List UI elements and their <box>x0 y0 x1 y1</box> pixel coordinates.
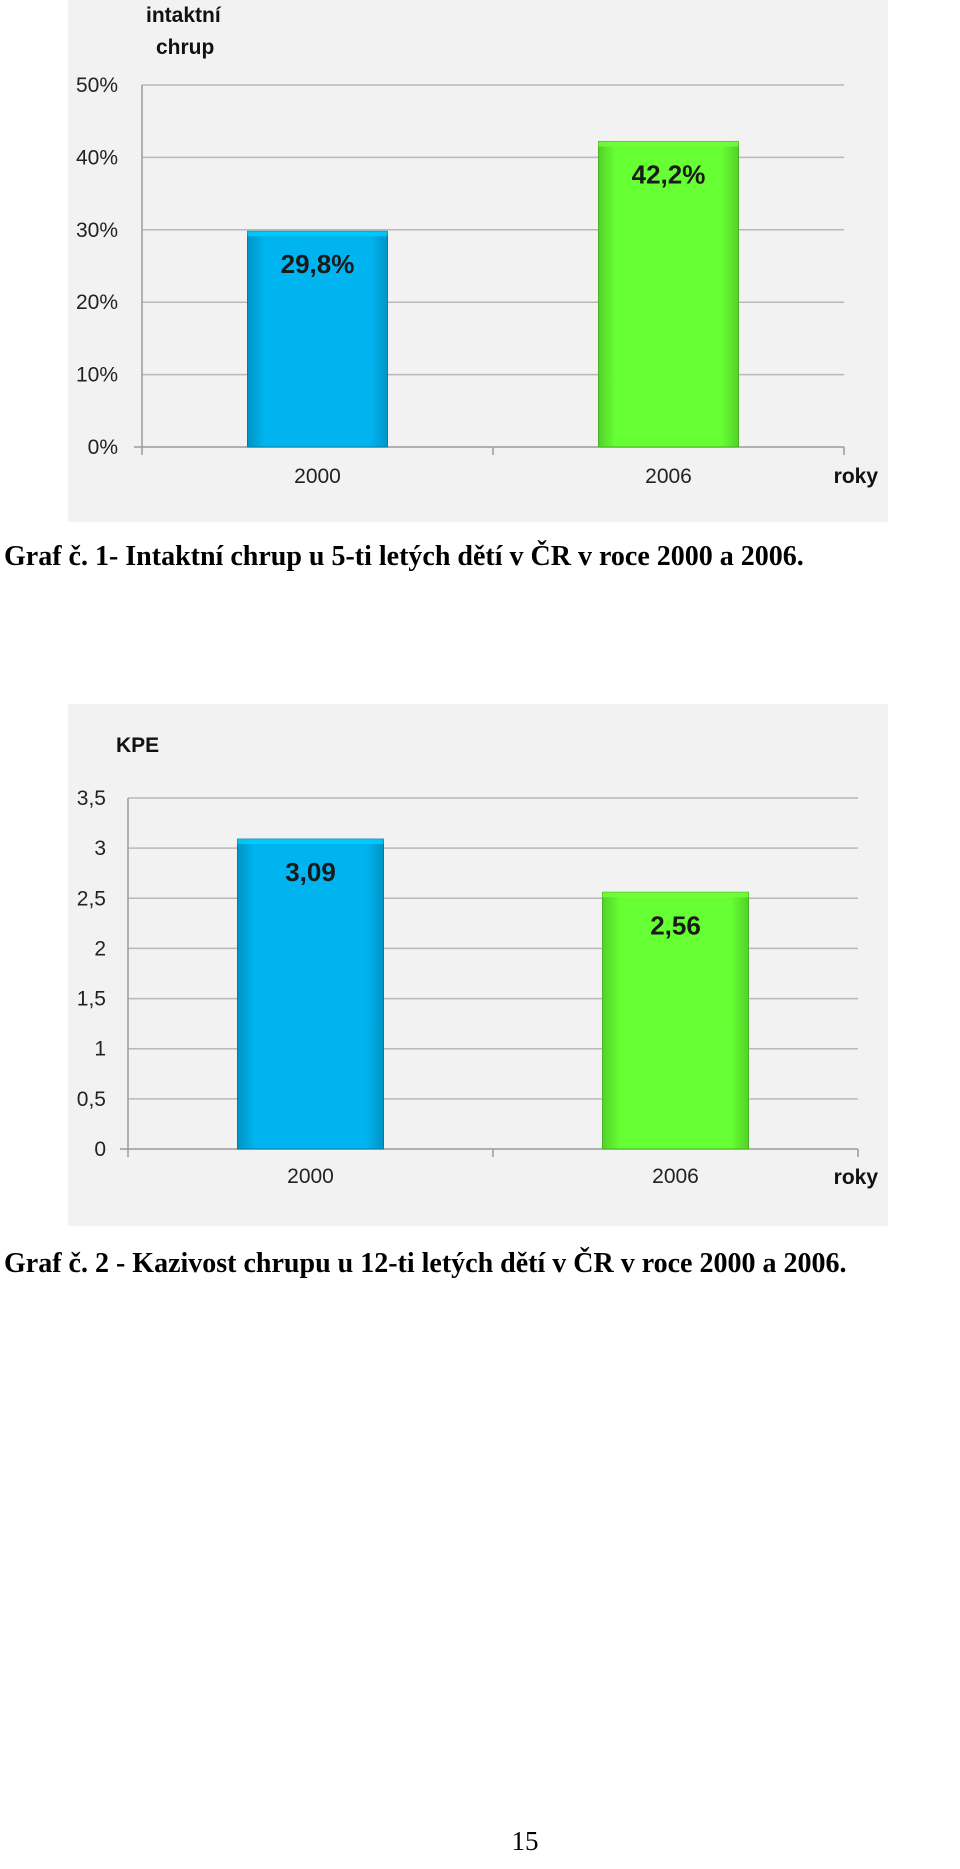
bar-top-highlight <box>247 231 388 237</box>
y-tick-label: 3,5 <box>77 787 106 810</box>
chart-2-svg: 0 0,5 1 1,5 2 2,5 3 3,5 3,09 2000 2,56 2006 KPE roky <box>77 734 879 1189</box>
bar-2006 <box>602 891 749 1150</box>
y-tick-label: 0,5 <box>77 1088 106 1111</box>
y-tick-label: 10% <box>76 364 118 387</box>
y-tick-label: 30% <box>76 219 118 242</box>
y-tick-label: 1,5 <box>77 988 106 1011</box>
x-tick-label: 2000 <box>287 1165 334 1188</box>
bar-top-highlight <box>598 141 739 147</box>
y-tick-label: 40% <box>76 146 118 169</box>
bar-2000 <box>237 838 384 1150</box>
page-number: 15 <box>511 1826 539 1856</box>
x-tick-label: 2000 <box>294 465 341 488</box>
chart-2-caption: Graf č. 2 - Kazivost chrupu u 12-ti letý… <box>4 1248 847 1279</box>
y-tick-label: 50% <box>76 74 118 97</box>
chart-1-caption: Graf č. 1- Intaktní chrup u 5-ti letých … <box>4 541 804 572</box>
y-axis-title: KPE <box>116 734 159 757</box>
x-axis-title: roky <box>834 1166 879 1189</box>
data-label: 42,2% <box>632 159 706 189</box>
bar-top-highlight <box>602 892 749 898</box>
y-tick-label: 20% <box>76 291 118 314</box>
y-tick-label: 3 <box>94 837 106 860</box>
y-tick-label: 0 <box>94 1138 106 1161</box>
x-tick-label: 2006 <box>645 465 692 488</box>
y-axis-title: chrup <box>156 36 214 59</box>
y-tick-label: 1 <box>94 1038 106 1061</box>
y-axis-title: intaktní <box>146 4 222 27</box>
y-tick-label: 2,5 <box>77 887 106 910</box>
x-axis-title: roky <box>834 465 879 488</box>
chart-intact-teeth: 0% 10% 20% 30% 40% 50% 29,8% 2000 42,2% 2006 intak… <box>68 0 888 522</box>
bar-2006 <box>598 140 739 448</box>
data-label: 2,56 <box>650 910 701 940</box>
data-label: 29,8% <box>281 249 355 279</box>
y-tick-label: 2 <box>94 937 106 960</box>
chart-1-svg: 0% 10% 20% 30% 40% 50% 29,8% 2000 42,2% 2006 intak… <box>76 4 879 488</box>
data-label: 3,09 <box>285 857 336 887</box>
chart-caries: 0 0,5 1 1,5 2 2,5 3 3,5 3,09 2000 2,56 2006 KPE roky <box>68 704 888 1226</box>
x-tick-label: 2006 <box>652 1165 699 1188</box>
bar-top-highlight <box>237 839 384 845</box>
y-tick-label: 0% <box>88 436 118 459</box>
